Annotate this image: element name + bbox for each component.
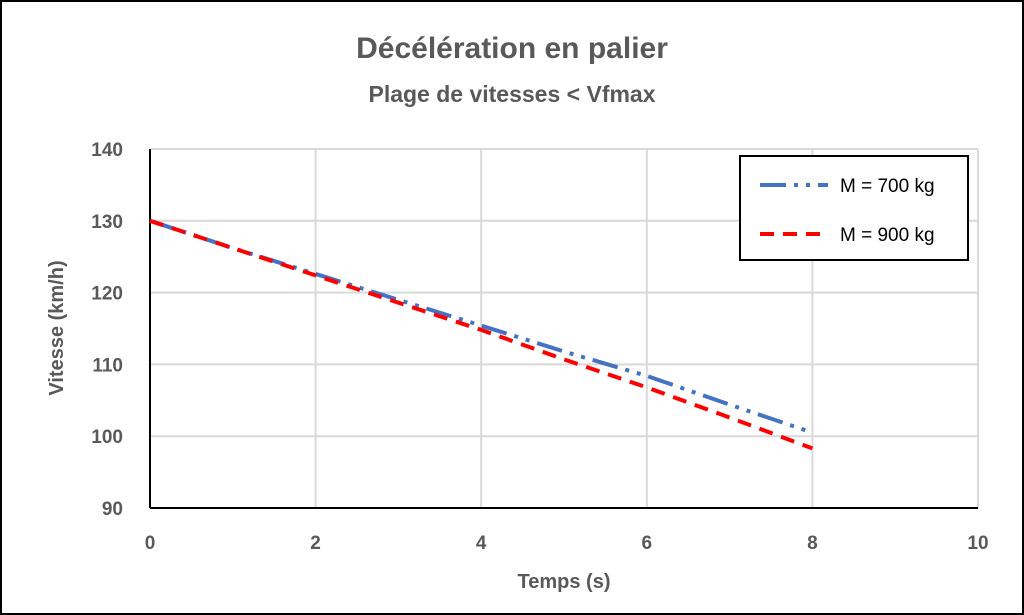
legend-label-m-900: M = 900 kg (840, 225, 935, 246)
y-tick-label: 110 (92, 355, 123, 376)
chart-subtitle: Plage de vitesses < Vfmax (368, 81, 655, 107)
legend-label-m-700: M = 700 kg (840, 176, 935, 197)
y-tick-label: 140 (91, 140, 123, 161)
legend: M = 700 kg M = 900 kg (739, 155, 969, 261)
x-tick-label: 2 (310, 533, 321, 554)
y-tick-label: 120 (91, 284, 123, 305)
series-lines (149, 218, 814, 451)
chart-title: Décélération en palier (356, 32, 668, 65)
x-tick-label: 6 (642, 533, 653, 554)
x-tick-label: 10 (967, 533, 988, 554)
axes (149, 149, 978, 509)
x-tick-label: 8 (807, 533, 818, 554)
legend-box (739, 155, 969, 261)
y-axis-title: Vitesse (km/h) (46, 260, 68, 395)
x-tick-labels: 0 2 4 6 8 10 (145, 533, 989, 554)
series-line-1 (149, 218, 814, 451)
y-tick-label: 100 (91, 427, 123, 448)
x-tick-label: 4 (476, 533, 487, 554)
y-tick-label: 90 (102, 499, 123, 520)
x-axis-title: Temps (s) (518, 571, 611, 593)
y-tick-labels: 90 100 110 120 130 140 (91, 140, 123, 520)
y-tick-label: 130 (91, 212, 123, 233)
x-tick-label: 0 (145, 533, 156, 554)
